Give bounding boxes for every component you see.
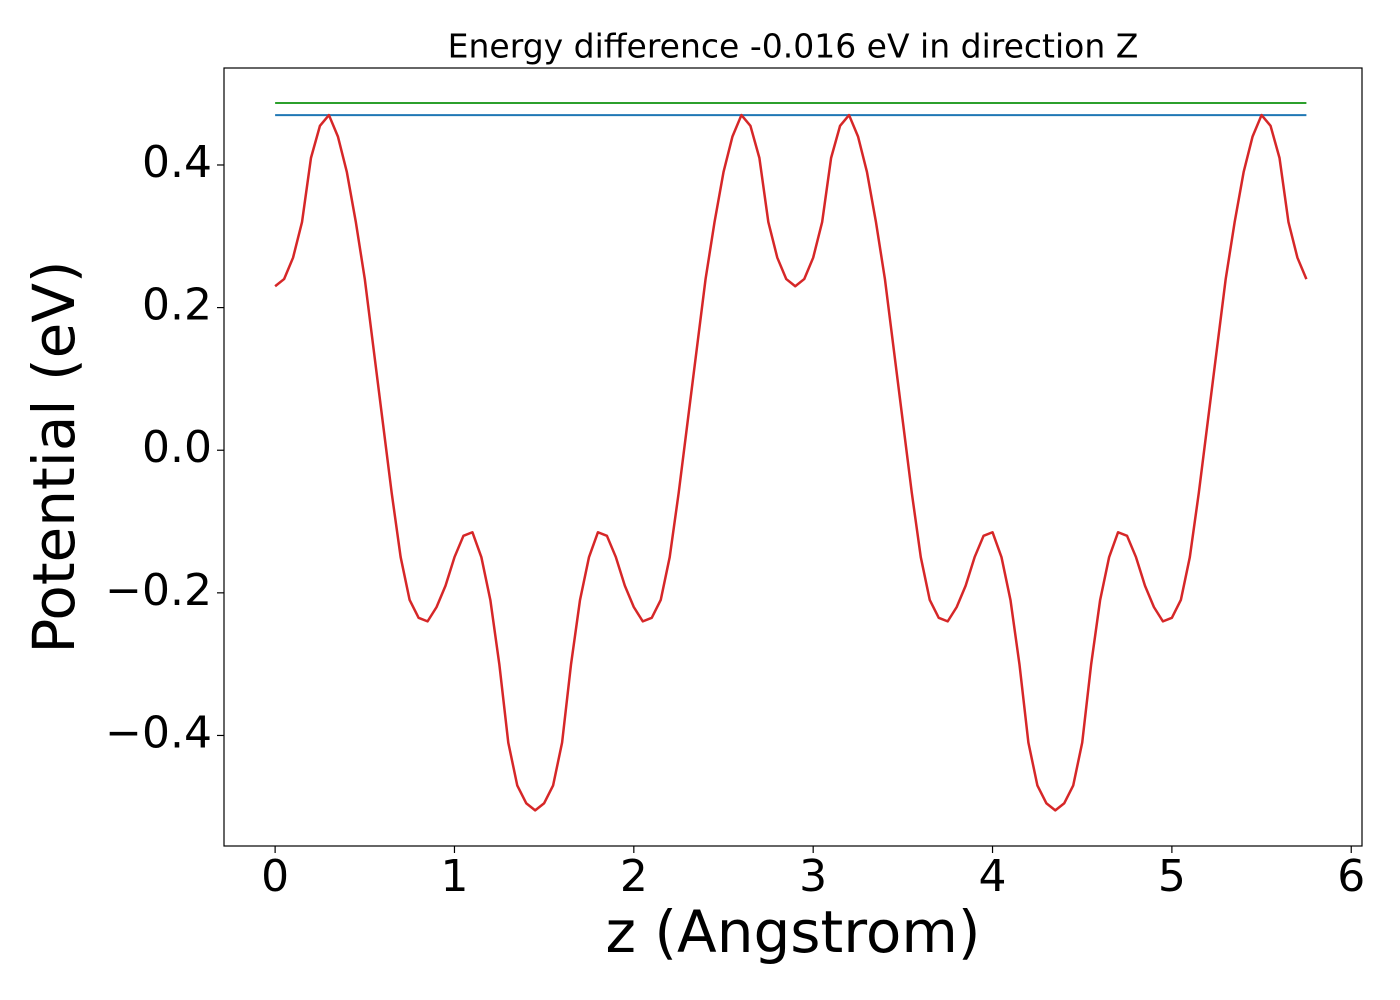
chart-title: Energy difference -0.016 eV in direction…	[448, 27, 1139, 66]
x-tick-label: 2	[620, 851, 648, 902]
x-tick-label: 3	[799, 851, 827, 902]
x-tick-label: 6	[1337, 851, 1365, 902]
y-axis-label: Potential (eV)	[20, 260, 88, 653]
y-tick-label: −0.2	[105, 565, 212, 616]
y-tick-label: 0.2	[142, 280, 212, 331]
y-tick-label: 0.0	[142, 422, 212, 473]
plot-frame	[223, 67, 1363, 847]
y-tick-label: −0.4	[105, 707, 212, 758]
x-tick-label: 0	[261, 851, 289, 902]
y-tick-label: 0.4	[142, 137, 212, 188]
x-tick-label: 5	[1158, 851, 1186, 902]
x-tick-label: 1	[440, 851, 468, 902]
x-tick-label: 4	[979, 851, 1007, 902]
data-line	[274, 113, 1308, 812]
x-axis-label: z (Angstrom)	[606, 898, 981, 966]
